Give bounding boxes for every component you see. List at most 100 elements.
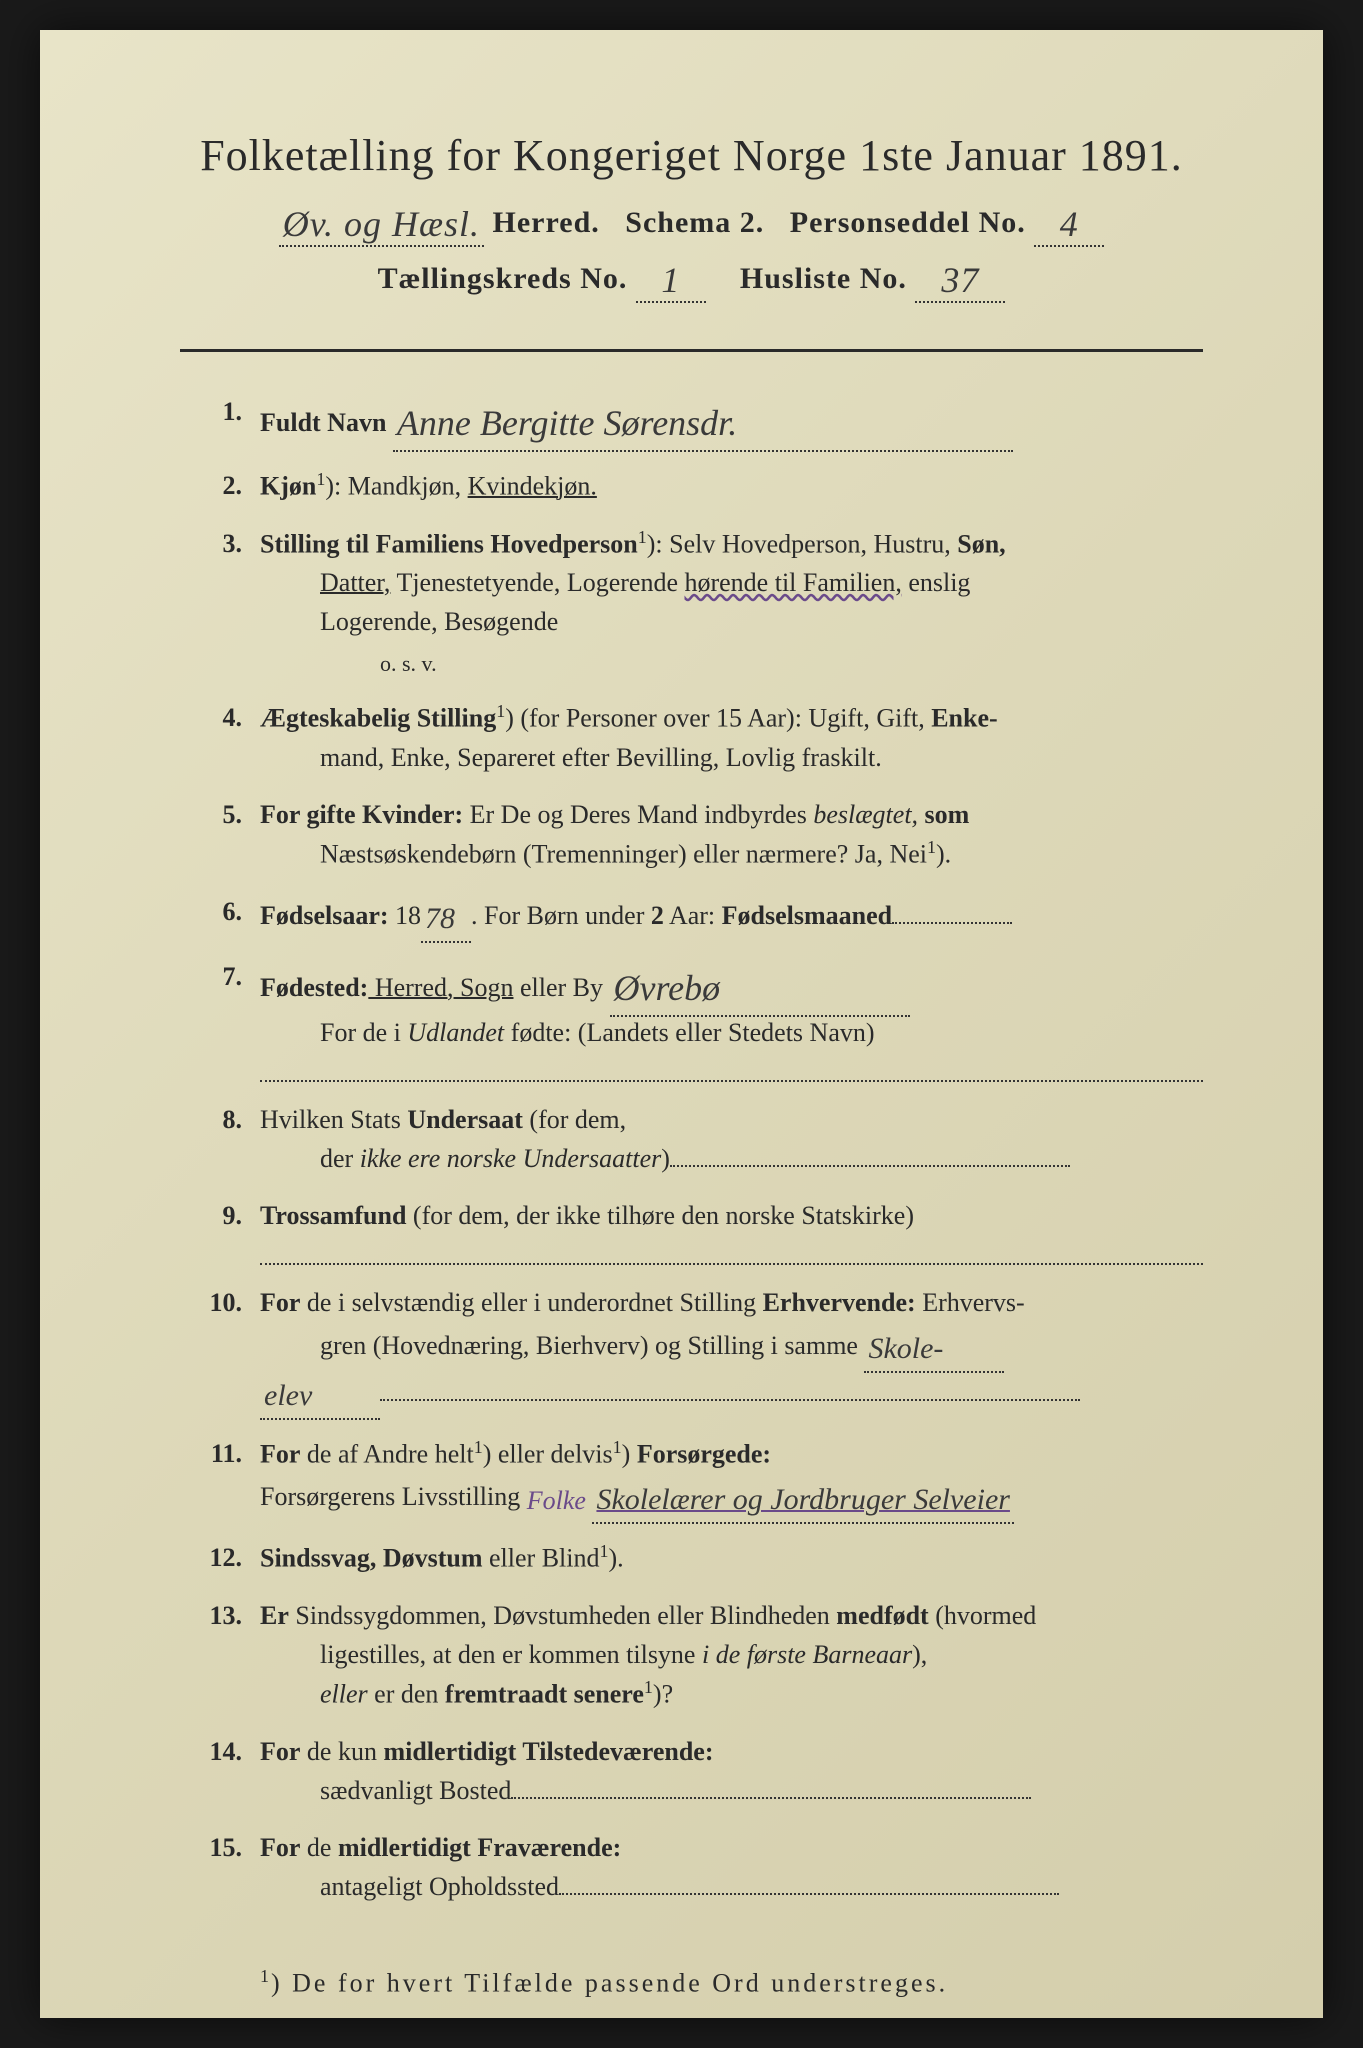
- r8-under: Undersaat: [407, 1105, 523, 1134]
- r6-t2: . For Børn under: [471, 901, 651, 930]
- r14-blank: [511, 1797, 1031, 1799]
- r3-son: Søn,: [957, 529, 1005, 558]
- herred-value: Øv. og Hæsl.: [279, 203, 484, 247]
- r13-l2a: ligestilles, at den er kommen tilsyne: [320, 1640, 702, 1669]
- r10-for: For: [260, 1288, 300, 1317]
- kvindekjon: Kvindekjøn.: [468, 472, 597, 501]
- r11-t2: ) eller delvis: [483, 1439, 613, 1468]
- r5-it: beslægtet,: [813, 800, 918, 829]
- r13-er: Er: [260, 1601, 289, 1630]
- r7-blank-line: [260, 1056, 1203, 1082]
- r6-t3: Aar:: [664, 901, 722, 930]
- r8-l2c: ): [661, 1144, 670, 1173]
- row-7: 7. Fødested: Herred, Sogn eller By Øvreb…: [200, 957, 1203, 1082]
- sup-3: 1: [638, 527, 647, 547]
- label-agte: Ægteskabelig Stilling: [260, 704, 496, 733]
- row-13: 13. Er Sindssygdommen, Døvstumheden elle…: [200, 1596, 1203, 1714]
- row-3: 3. Stilling til Familiens Hovedperson1):…: [200, 524, 1203, 681]
- row-8: 8. Hvilken Stats Undersaat (for dem, der…: [200, 1100, 1203, 1178]
- num-11: 11.: [200, 1434, 260, 1473]
- r11-s1: 1: [474, 1437, 483, 1457]
- kreds-label: Tællingskreds No.: [378, 262, 628, 295]
- label-navn: Fuldt Navn: [260, 408, 386, 437]
- r3-datter: Datter,: [320, 568, 390, 597]
- fn-text: ) De for hvert Tilfælde passende Ord und…: [271, 1968, 948, 1997]
- r14-for: For: [260, 1737, 300, 1766]
- row-2: 2. Kjøn1): Mandkjøn, Kvindekjøn.: [200, 466, 1203, 506]
- num-14: 14.: [200, 1732, 260, 1771]
- r8-ikke: ikke ere norske Undersaatter: [360, 1144, 662, 1173]
- r13-frem: fremtraadt senere: [445, 1680, 644, 1709]
- num-10: 10.: [200, 1283, 260, 1322]
- r13-eller: eller: [320, 1680, 368, 1709]
- num-12: 12.: [200, 1538, 260, 1577]
- num-2: 2.: [200, 466, 260, 505]
- r3-l1: ): Selv Hovedperson, Hustru,: [647, 529, 958, 558]
- r10-v1: Skole-: [864, 1326, 1004, 1373]
- r3-horende: hørende til Familien,: [684, 568, 901, 597]
- footnote: 1) De for hvert Tilfælde passende Ord un…: [180, 1966, 1203, 1999]
- r6-year: 78: [421, 896, 471, 943]
- schema-label: Schema 2.: [625, 206, 764, 239]
- r8-l2a: der: [320, 1144, 360, 1173]
- r6-18: 18: [389, 901, 422, 930]
- r10-erhv: Erhvervende:: [763, 1288, 916, 1317]
- r10-t2: Erhvervs-: [916, 1288, 1025, 1317]
- r7-herred: Herred,: [368, 973, 453, 1002]
- form-header: Folketælling for Kongeriget Norge 1ste J…: [180, 130, 1203, 299]
- r11-folke: Folke: [527, 1486, 586, 1515]
- row-9: 9. Trossamfund (for dem, der ikke tilhør…: [200, 1196, 1203, 1265]
- num-9: 9.: [200, 1196, 260, 1235]
- num-8: 8.: [200, 1100, 260, 1139]
- sup-2: 1: [316, 469, 325, 489]
- husliste-no: 37: [915, 259, 1005, 303]
- r13-medf: medfødt: [836, 1601, 928, 1630]
- r6-maaned: Fødselsmaaned: [722, 901, 892, 930]
- r13-sup: 1: [644, 1677, 653, 1697]
- r8-t1: Hvilken Stats: [260, 1105, 407, 1134]
- r15-t1: de: [300, 1833, 338, 1862]
- r14-mid: midlertidigt Tilstedeværende:: [383, 1737, 713, 1766]
- herred-label: Herred.: [493, 206, 600, 239]
- num-1: 1.: [200, 392, 260, 431]
- r13-l2c: ),: [912, 1640, 927, 1669]
- r11-s2: 1: [613, 1437, 622, 1457]
- r7-eller: eller By: [513, 973, 603, 1002]
- num-13: 13.: [200, 1596, 260, 1635]
- husliste-label: Husliste No.: [740, 262, 907, 295]
- r15-for: For: [260, 1833, 300, 1862]
- r13-t1: Sindssygdommen, Døvstumheden eller Blind…: [289, 1601, 836, 1630]
- r11-l2: Forsørgerens Livsstilling: [260, 1482, 520, 1511]
- r11-t1: de af Andre helt: [300, 1439, 473, 1468]
- r12-label: Sindssvag, Døvstum: [260, 1544, 483, 1573]
- r15-mid: midlertidigt Fraværende:: [338, 1833, 621, 1862]
- r13-barn: i de første Barneaar: [702, 1640, 912, 1669]
- herred-line: Øv. og Hæsl. Herred. Schema 2. Personsed…: [180, 199, 1203, 243]
- form-title: Folketælling for Kongeriget Norge 1ste J…: [180, 130, 1203, 181]
- num-5: 5.: [200, 795, 260, 834]
- r14-t1: de kun: [300, 1737, 383, 1766]
- text-kjon: ): Mandkjøn,: [325, 472, 467, 501]
- value-navn: Anne Bergitte Sørensdr.: [393, 396, 1013, 452]
- r7-sogn: Sogn: [454, 973, 514, 1002]
- label-kjon: Kjøn: [260, 472, 316, 501]
- r9-label: Trossamfund: [260, 1201, 406, 1230]
- personseddel-no: 4: [1034, 203, 1104, 247]
- r10-t1: de i selvstændig eller i underordnet Sti…: [300, 1288, 762, 1317]
- row-12: 12. Sindssvag, Døvstum eller Blind1).: [200, 1538, 1203, 1578]
- row-4: 4. Ægteskabelig Stilling1) (for Personer…: [200, 698, 1203, 777]
- r8-blank: [670, 1165, 1070, 1167]
- r10-v2: elev: [260, 1373, 380, 1420]
- r13-l3b: er den: [368, 1680, 445, 1709]
- r9-blank: [260, 1239, 1203, 1265]
- personseddel-label: Personseddel No.: [790, 206, 1026, 239]
- label-fodsel: Fødselsaar:: [260, 901, 389, 930]
- row-11: 11. For de af Andre helt1) eller delvis1…: [200, 1434, 1203, 1521]
- r11-for: For: [260, 1439, 300, 1468]
- r3-osv: o. s. v.: [380, 651, 437, 676]
- num-6: 6.: [200, 892, 260, 931]
- r5-t1: Er De og Deres Mand indbyrdes: [463, 800, 813, 829]
- row-6: 6. Fødselsaar: 1878. For Børn under 2 Aa…: [200, 892, 1203, 939]
- r6-blank: [892, 922, 1012, 924]
- num-7: 7.: [200, 957, 260, 996]
